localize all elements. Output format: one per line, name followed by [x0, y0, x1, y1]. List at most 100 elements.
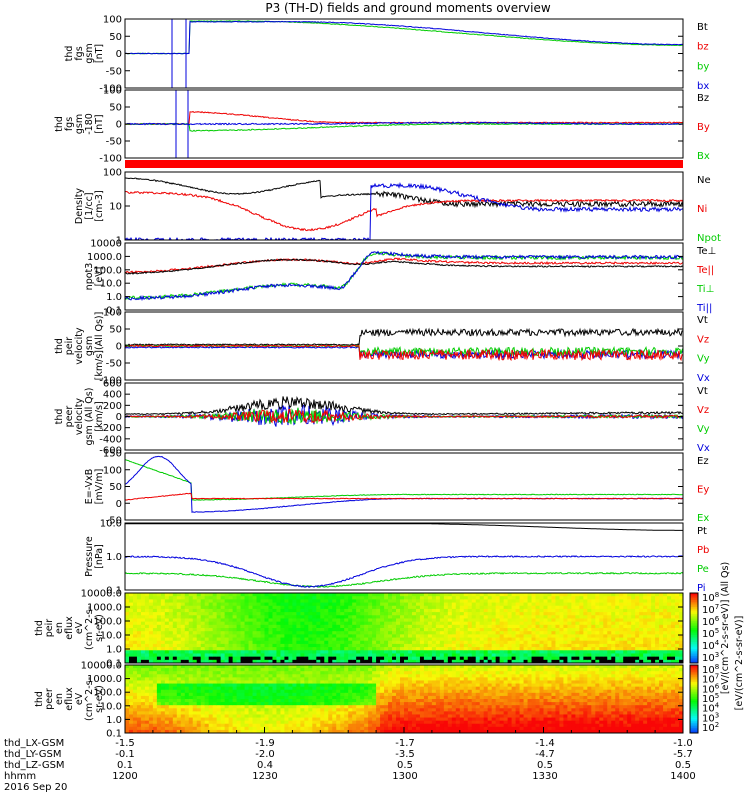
spectrogram-cell — [292, 723, 297, 728]
spectrogram-cell — [376, 602, 381, 607]
spectrogram-cell — [559, 650, 565, 655]
spectrogram-cell — [296, 668, 301, 672]
spectrogram-cell — [196, 605, 202, 610]
spectrogram-cell — [224, 695, 230, 700]
spectrogram-cell — [332, 612, 337, 616]
spectrogram-cell — [284, 647, 290, 651]
spectrogram-cell — [324, 656, 329, 661]
spectrogram-cell — [232, 674, 238, 678]
spectrogram-cell — [639, 653, 644, 658]
spectrogram-cell — [192, 723, 198, 728]
spectrogram-cell — [152, 668, 158, 672]
spectrogram-cell — [216, 677, 222, 682]
spectrogram-cell — [419, 621, 425, 626]
spectrogram-cell — [392, 699, 397, 703]
spectrogram-cell — [272, 726, 278, 731]
spectrogram-cell — [376, 637, 381, 642]
spectrogram-cell — [384, 674, 389, 678]
spectrogram-cell — [248, 671, 254, 675]
spectrogram-cell — [144, 680, 150, 685]
spectrogram-cell — [180, 621, 186, 626]
spectrogram-cell — [675, 653, 680, 658]
spectrogram-cell — [555, 631, 561, 635]
spectrogram-cell — [128, 624, 134, 629]
spectrogram-cell — [172, 729, 178, 733]
spectrogram-cell — [268, 653, 274, 658]
spectrogram-cell — [471, 596, 477, 600]
spectrogram-cell — [296, 628, 301, 632]
spectrogram-cell — [212, 618, 218, 623]
spectrogram-cell — [268, 692, 274, 697]
spectrogram-cell — [423, 596, 429, 600]
spectrogram-cell — [491, 640, 497, 645]
spectrogram-cell — [125, 692, 130, 697]
y-tick-label: 0 — [116, 49, 122, 60]
spectrogram-cell — [527, 628, 533, 632]
spectrogram-cell — [535, 656, 541, 661]
spectrogram-cell — [188, 699, 194, 703]
spectrogram-cell — [407, 677, 413, 682]
spectrogram-cell — [603, 634, 608, 639]
spectrogram-cell — [419, 631, 425, 635]
spectrogram-cell — [356, 683, 361, 688]
spectrogram-cell — [459, 631, 465, 635]
spectrogram-cell — [276, 647, 282, 651]
spectrogram-cell — [332, 624, 337, 629]
spectrogram-cell — [248, 599, 254, 604]
spectrogram-cell — [312, 631, 317, 635]
spectrogram-cell — [415, 668, 421, 672]
spectrogram-cell — [352, 647, 357, 651]
spectrogram-cell — [495, 596, 501, 600]
spectrogram-cell — [396, 647, 401, 651]
spectrogram-cell — [483, 647, 489, 651]
spectrogram-cell — [571, 618, 576, 623]
spectrogram-cell — [631, 596, 636, 600]
spectrogram-cell — [631, 618, 636, 623]
spectrogram-cell — [447, 631, 453, 635]
spectrogram-cell — [125, 628, 130, 632]
spectrogram-cell — [256, 726, 262, 731]
spectrogram-cell — [595, 624, 600, 629]
spectrogram-cell — [212, 686, 218, 691]
spectrogram-cell — [156, 699, 162, 703]
spectrogram-cell — [212, 612, 218, 616]
spectrogram-cell — [376, 631, 381, 635]
spectrogram-cell — [248, 674, 254, 678]
spectrogram-cell — [280, 726, 286, 731]
spectrogram-cell — [336, 602, 341, 607]
spectrogram-cell — [531, 608, 537, 613]
spectrogram-cell — [268, 608, 274, 613]
spectrogram-cell — [348, 671, 353, 675]
spectrogram-cell — [400, 612, 405, 616]
spectrogram-cell — [623, 643, 628, 648]
spectrogram-cell — [168, 593, 174, 597]
spectrogram-cell — [240, 695, 246, 700]
spectrogram-cell — [220, 624, 226, 629]
spectrogram-cell — [619, 659, 624, 663]
spectrogram-cell — [336, 711, 341, 716]
spectrogram-cell — [236, 640, 242, 645]
spectrogram-cell — [587, 608, 592, 613]
spectrogram-cell — [587, 612, 592, 616]
spectrogram-cell — [415, 596, 421, 600]
spectrogram-cell — [543, 621, 549, 626]
spectrogram-cell — [132, 624, 138, 629]
spectrogram-cell — [208, 702, 214, 706]
spectrogram-cell — [344, 634, 349, 639]
spectrogram-cell — [372, 596, 377, 600]
spectrogram-cell — [679, 631, 683, 635]
spectrogram-cell — [543, 659, 549, 663]
spectrogram-cell — [523, 634, 529, 639]
spectrogram-cell — [348, 665, 353, 669]
series-line — [125, 455, 683, 513]
spectrogram-cell — [352, 686, 357, 691]
spectrogram-cell — [208, 720, 214, 725]
spectrogram-cell — [571, 643, 576, 648]
spectrogram-cell — [284, 612, 290, 616]
spectrogram-cell — [280, 650, 286, 655]
spectrogram-cell — [136, 702, 142, 706]
spectrogram-cell — [519, 634, 525, 639]
spectrogram-cell — [503, 615, 509, 620]
spectrogram-cell — [144, 602, 150, 607]
spectrogram-cell — [384, 708, 389, 712]
